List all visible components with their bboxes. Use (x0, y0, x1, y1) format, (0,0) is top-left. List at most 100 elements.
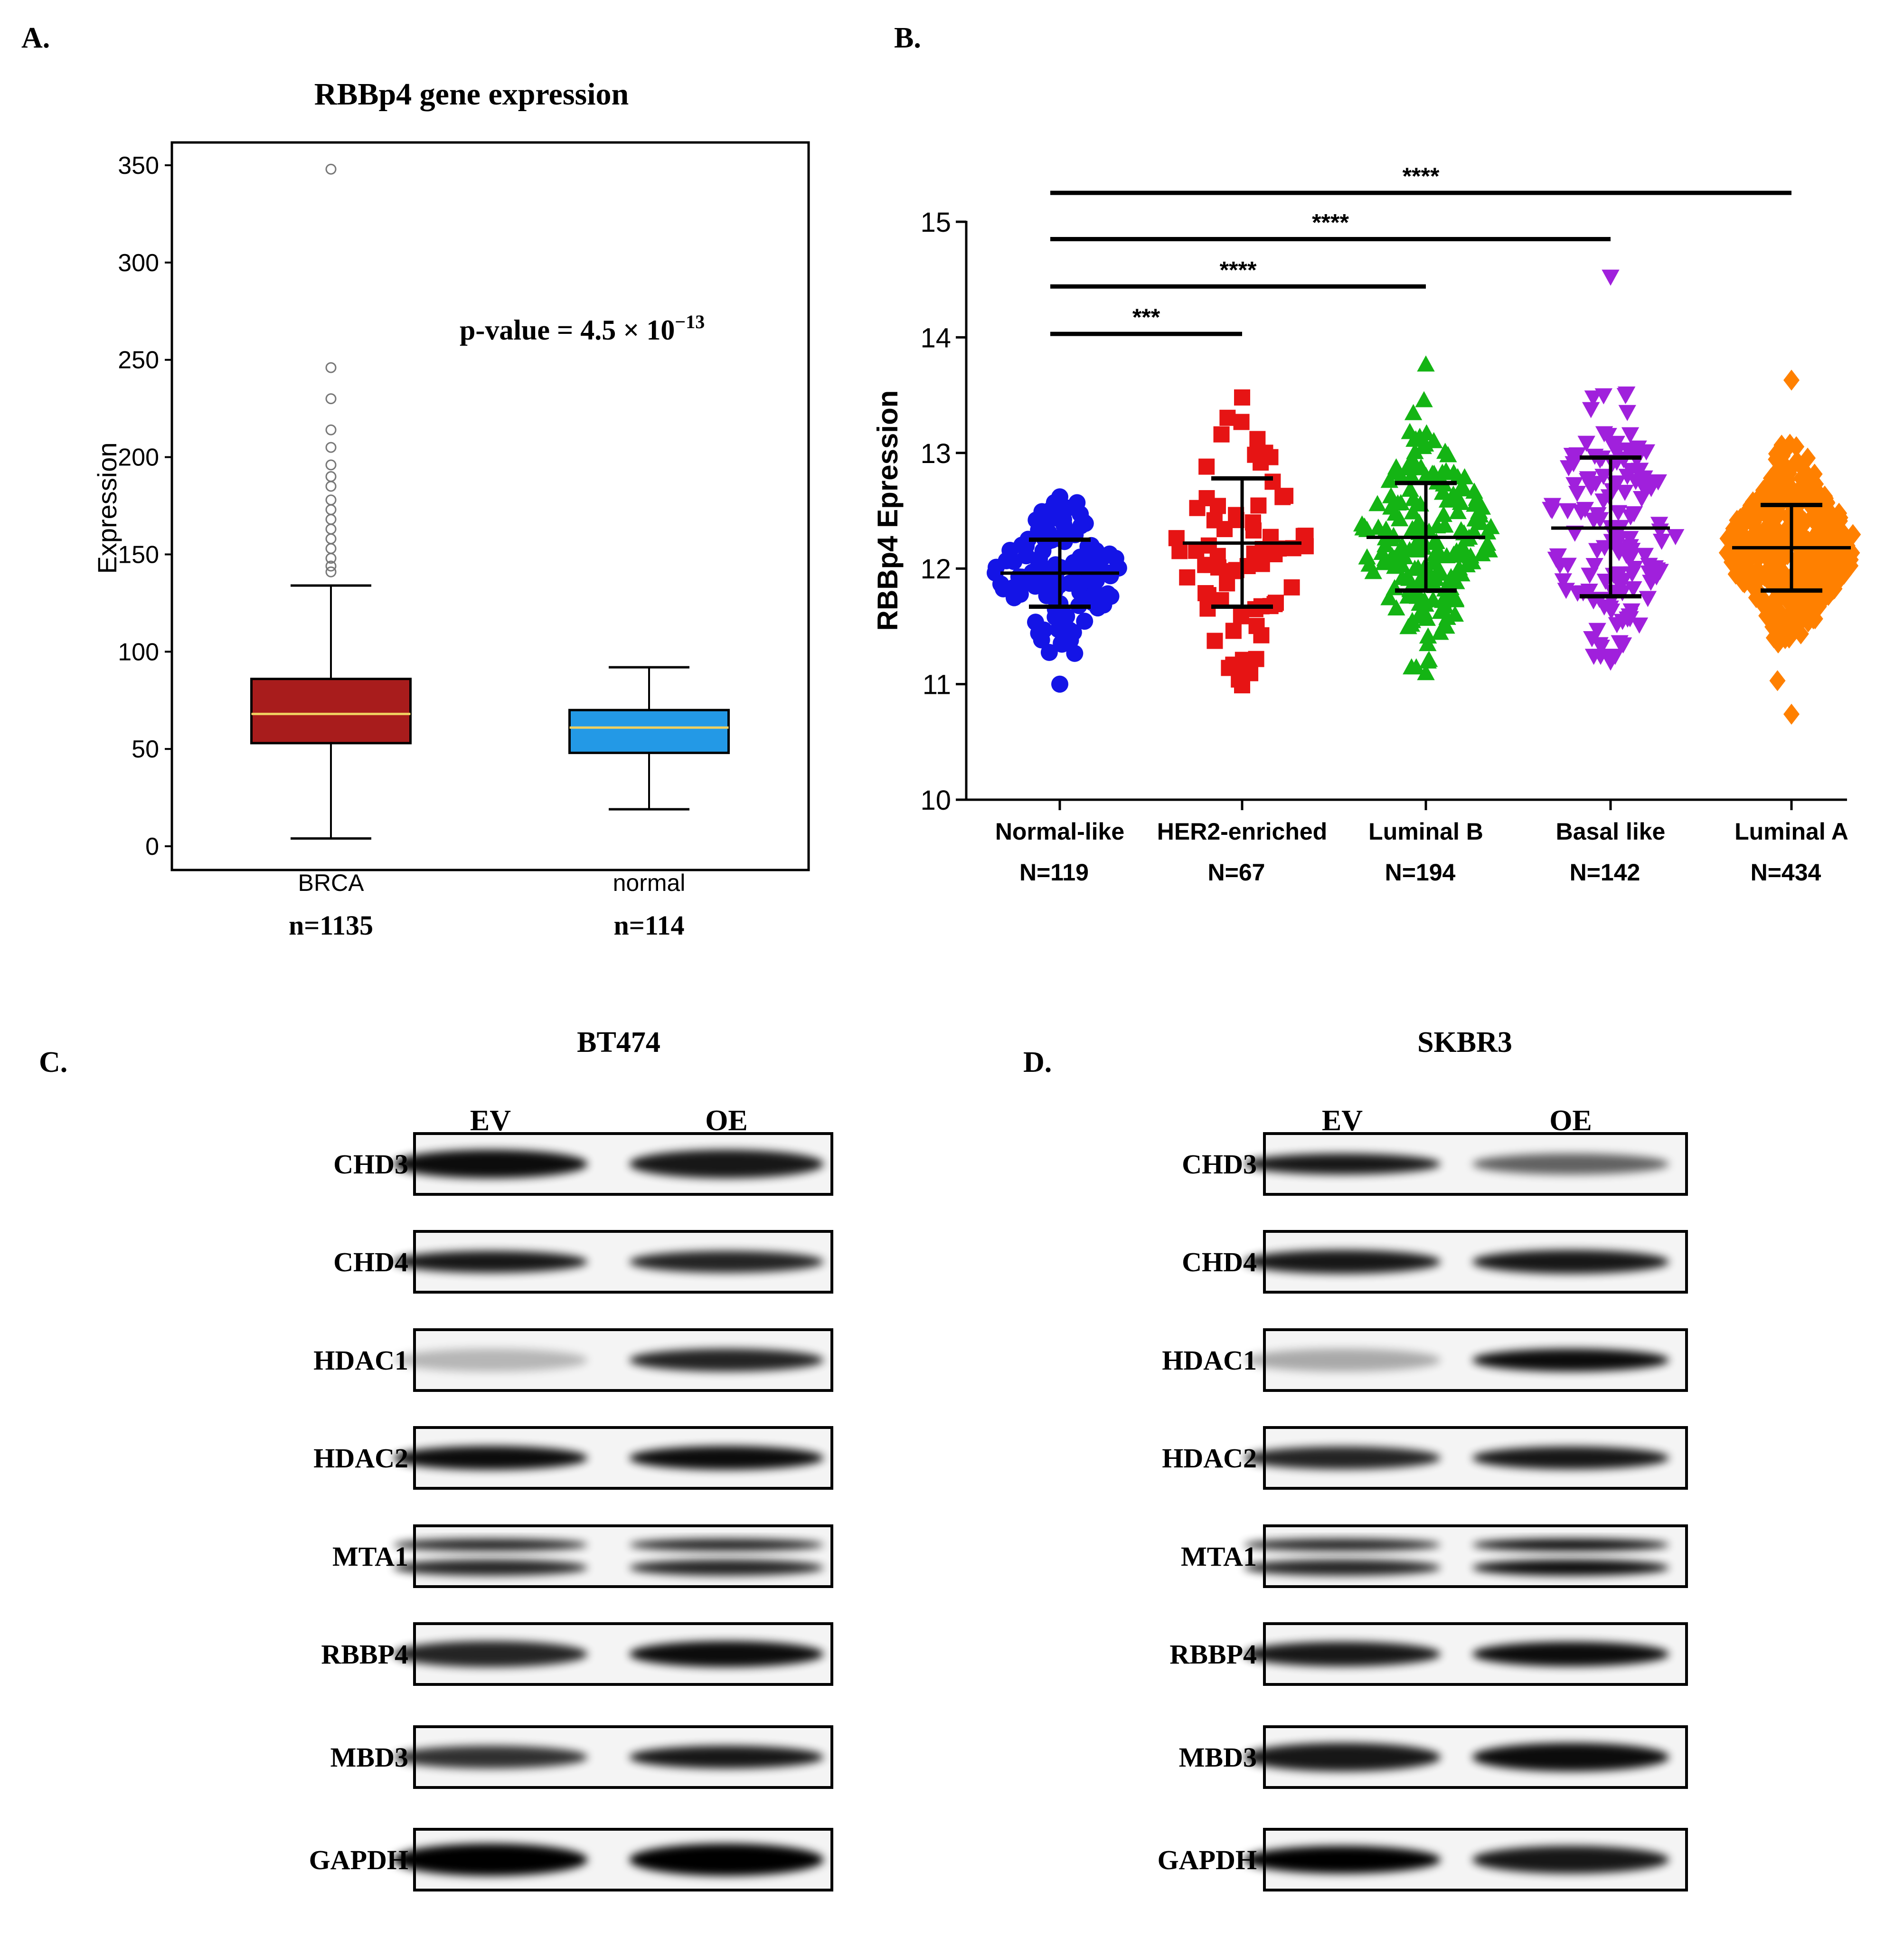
scatter-point (1824, 505, 1841, 526)
blot-band (393, 1844, 588, 1876)
scatter-point (1283, 579, 1300, 596)
scatter-point (1233, 414, 1250, 430)
scatter-point (1438, 491, 1457, 508)
scatter-point (1796, 467, 1813, 489)
scatter-point (1618, 405, 1636, 421)
scatter-point (1213, 426, 1230, 443)
scatter-point (1616, 388, 1635, 404)
panel-label-d: D. (1023, 1046, 1052, 1078)
scatter-point (1248, 618, 1265, 634)
box-iqr (568, 709, 730, 754)
scatter-point (1446, 605, 1464, 622)
scatter-point (1787, 532, 1803, 554)
scatter-point (1771, 553, 1787, 574)
scatter-point (1245, 522, 1262, 539)
boxplot-y-axis-label: Expression (92, 442, 122, 574)
scatter-point (1376, 549, 1395, 566)
scatter-point (1621, 611, 1639, 627)
scatter-point (1387, 599, 1405, 616)
scatter-point (1204, 557, 1220, 573)
boxplot-y-tick-label: 200 (118, 444, 159, 472)
scatter-point (1393, 568, 1411, 585)
scatter-point (1557, 583, 1575, 599)
western-blot-1: SKBR3EVOECHD310.7CHD411.1HDAC111.9HDAC21… (1158, 1026, 1688, 1891)
scatter-point (1625, 506, 1643, 523)
scatter-point (1810, 559, 1826, 581)
box-outlier (325, 471, 337, 482)
blot-band (393, 1560, 588, 1576)
scatter-point (1274, 489, 1291, 505)
scatter-point (1225, 623, 1242, 639)
blot-lane-label: EV (470, 1105, 511, 1137)
blot-band (629, 1251, 824, 1273)
scatter-point (1234, 677, 1250, 694)
scatter-point (1783, 369, 1800, 391)
scatter-point (1834, 521, 1851, 543)
scatter-point (1651, 564, 1669, 580)
scatter-point (1409, 607, 1428, 624)
scatter-point (1632, 491, 1651, 508)
panel-label-c: C. (39, 1046, 67, 1078)
scatter-point (1829, 528, 1845, 549)
western-blot-0: BT474EVOECHD311.2CHD410.8HDAC111.7HDAC21… (309, 1026, 833, 1891)
scatter-point (1815, 526, 1832, 548)
scatter-point (1836, 564, 1852, 585)
scatter-point (1478, 523, 1497, 539)
significance-label: **** (1220, 256, 1257, 283)
box-outlier (325, 481, 337, 492)
scatter-point (1297, 528, 1314, 544)
scatter-point (1427, 569, 1445, 586)
box-outlier (325, 163, 337, 175)
scatter-point (1089, 599, 1106, 617)
scatter-point (1727, 563, 1744, 585)
scatter-n-label: N=194 (1385, 859, 1456, 886)
scatter-point (1774, 585, 1791, 606)
blot-protein-label: GAPDH (309, 1844, 408, 1875)
scatter-point (1772, 570, 1788, 591)
blot-band (393, 1641, 588, 1667)
blot-band (629, 1349, 824, 1371)
scatter-point (1011, 575, 1029, 592)
scatter-point (1449, 468, 1467, 484)
scatter-point (1595, 599, 1613, 616)
scatter-point (1588, 543, 1606, 559)
scatter-point (1595, 426, 1613, 443)
boxplot-frame (170, 141, 810, 871)
scatter-y-tick-label: 13 (920, 438, 951, 469)
scatter-point (1417, 664, 1435, 681)
scatter-point (1075, 513, 1093, 531)
scatter-point (1454, 546, 1472, 562)
scatter-point (1102, 567, 1119, 585)
scatter-y-tick-label: 11 (923, 670, 951, 700)
scatter-point (1588, 623, 1606, 639)
scatter-point (1249, 431, 1266, 447)
scatter-point (1757, 562, 1773, 584)
scatter-point (1380, 589, 1398, 605)
blot-band (393, 1746, 588, 1768)
scatter-point (1621, 427, 1640, 444)
scatter-point (1085, 554, 1103, 571)
scatter-point (1752, 567, 1768, 589)
boxplot-n-label: n=1135 (289, 910, 373, 941)
scatter-point (1782, 607, 1799, 629)
scatter-n-label: N=119 (1019, 859, 1089, 886)
scatter-point (1719, 528, 1736, 549)
scatter-point (1079, 538, 1097, 556)
blot-protein-label: HDAC1 (1162, 1345, 1257, 1376)
scatter-point (1783, 703, 1800, 725)
scatter-point (1401, 423, 1419, 439)
blot-band (1472, 1447, 1669, 1469)
blot-band (629, 1446, 824, 1470)
boxplot-y-tick-label: 250 (118, 347, 159, 374)
scatter-point (1769, 670, 1786, 691)
scatter-point (992, 575, 1009, 593)
blot-band (1244, 1846, 1441, 1873)
scatter-point (1636, 548, 1654, 564)
boxplot-x-label: BRCA (298, 870, 365, 896)
box-outlier (325, 566, 337, 577)
scatter-y-axis-label: RBBp4 Epression (872, 390, 904, 631)
blot-band (1244, 1349, 1441, 1371)
blot-title: SKBR3 (1417, 1026, 1512, 1059)
scatter-point (1411, 427, 1429, 444)
scatter-point (1630, 617, 1649, 634)
